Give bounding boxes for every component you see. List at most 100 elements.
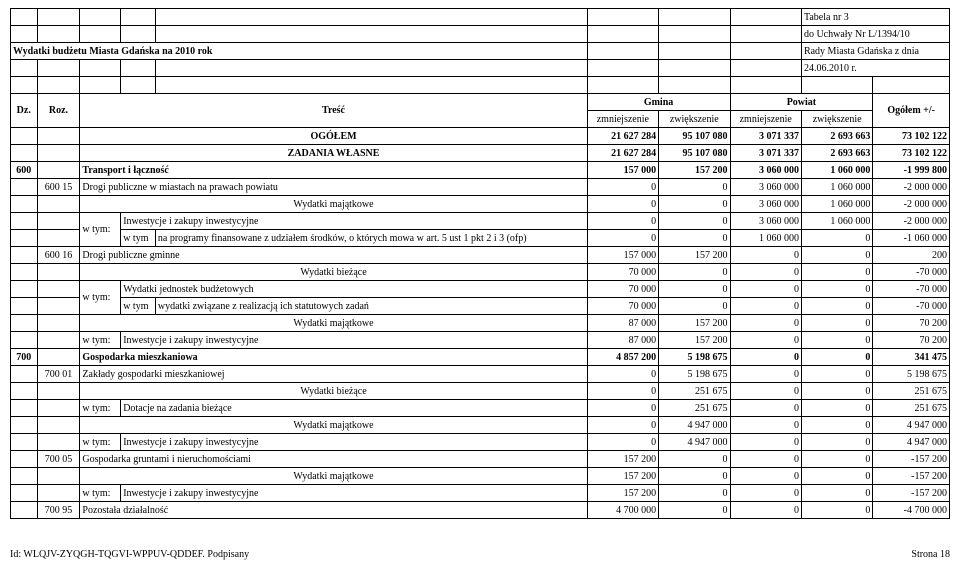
cell: 157 200 (659, 332, 730, 349)
cell: 341 475 (873, 349, 950, 366)
cell: 95 107 080 (659, 128, 730, 145)
cell: 0 (730, 298, 801, 315)
row-name: Transport i łączność (80, 162, 587, 179)
cell: 0 (587, 179, 658, 196)
cell: 3 060 000 (730, 162, 801, 179)
cell: 2 693 663 (801, 128, 872, 145)
cell: 0 (587, 366, 658, 383)
cell: 0 (801, 332, 872, 349)
roz: 700 01 (37, 366, 80, 383)
cell: 0 (659, 196, 730, 213)
col-roz: Roz. (37, 94, 80, 128)
cell: 0 (801, 230, 872, 247)
wtym-pre: w tym: (80, 485, 121, 502)
cell: 0 (730, 281, 801, 298)
dz: 700 (11, 349, 38, 366)
cell: 0 (587, 417, 658, 434)
cell: 0 (801, 383, 872, 400)
cell: 3 060 000 (730, 213, 801, 230)
row-name: Drogi publiczne gminne (80, 247, 587, 264)
cell: 251 675 (873, 383, 950, 400)
cell: 21 627 284 (587, 145, 658, 162)
cell: 0 (801, 264, 872, 281)
cell: 73 102 122 (873, 128, 950, 145)
cell: 0 (730, 485, 801, 502)
row-name: Wydatki majątkowe (80, 468, 587, 485)
cell: 0 (730, 400, 801, 417)
cell: 5 198 675 (659, 366, 730, 383)
wtym-pre: w tym: (80, 434, 121, 451)
cell: -2 000 000 (873, 196, 950, 213)
cell: 0 (659, 179, 730, 196)
roz: 600 15 (37, 179, 80, 196)
cell: -70 000 (873, 281, 950, 298)
cell: 0 (659, 213, 730, 230)
row-name: Gospodarka gruntami i nieruchomościami (80, 451, 587, 468)
row-name: Drogi publiczne w miastach na prawach po… (80, 179, 587, 196)
cell: 157 200 (659, 247, 730, 264)
cell: 2 693 663 (801, 145, 872, 162)
row-name: Inwestycje i zakupy inwestycyjne (121, 485, 587, 502)
cell: 200 (873, 247, 950, 264)
col-dz: Dz. (11, 94, 38, 128)
cell: 0 (659, 468, 730, 485)
col-powiat: Powiat (730, 94, 873, 111)
page-footer: Id: WLQJV-ZYQGH-TQGVI-WPPUV-QDDEF. Podpi… (10, 549, 950, 560)
cell: 0 (730, 383, 801, 400)
cell: 70 000 (587, 264, 658, 281)
cell: 251 675 (873, 400, 950, 417)
row-name: Wydatki majątkowe (80, 315, 587, 332)
cell: 0 (587, 383, 658, 400)
wtym-pre: w tym (121, 298, 156, 315)
row-ogolem-label: OGÓŁEM (80, 128, 587, 145)
row-name: Wydatki majątkowe (80, 417, 587, 434)
cell: 0 (801, 417, 872, 434)
cell: -4 700 000 (873, 502, 950, 519)
date: 24.06.2010 r. (801, 60, 949, 77)
cell: 70 200 (873, 332, 950, 349)
cell: 157 200 (659, 315, 730, 332)
cell: 0 (801, 451, 872, 468)
row-name: Wydatki bieżące (80, 264, 587, 281)
cell: 0 (730, 332, 801, 349)
row-name: Wydatki majątkowe (80, 196, 587, 213)
cell: 0 (730, 468, 801, 485)
cell: -157 200 (873, 451, 950, 468)
cell: 0 (659, 502, 730, 519)
cell: 5 198 675 (659, 349, 730, 366)
col-gmina: Gmina (587, 94, 730, 111)
cell: 3 071 337 (730, 145, 801, 162)
cell: -1 060 000 (873, 230, 950, 247)
cell: 157 200 (587, 468, 658, 485)
cell: 0 (659, 230, 730, 247)
row-name: Zakłady gospodarki mieszkaniowej (80, 366, 587, 383)
cell: 0 (730, 366, 801, 383)
uchwala: do Uchwały Nr L/1394/10 (801, 26, 949, 43)
cell: 4 947 000 (659, 434, 730, 451)
cell: 1 060 000 (730, 230, 801, 247)
budget-table: Tabela nr 3 do Uchwały Nr L/1394/10 Wyda… (10, 8, 950, 519)
cell: 0 (730, 264, 801, 281)
cell: 0 (730, 502, 801, 519)
cell: 0 (801, 349, 872, 366)
wtym-pre: w tym: (80, 332, 121, 349)
cell: 0 (659, 298, 730, 315)
cell: 0 (801, 366, 872, 383)
cell: 1 060 000 (801, 179, 872, 196)
cell: 157 200 (587, 485, 658, 502)
tabela-nr: Tabela nr 3 (801, 9, 949, 26)
cell: 157 000 (587, 162, 658, 179)
col-ogolem: Ogółem +/- (873, 94, 950, 128)
cell: 3 060 000 (730, 179, 801, 196)
row-name: na programy finansowane z udziałem środk… (155, 230, 587, 247)
cell: 3 071 337 (730, 128, 801, 145)
cell: 0 (801, 434, 872, 451)
cell: 0 (801, 298, 872, 315)
cell: 251 675 (659, 383, 730, 400)
wtym-label: w tym: (80, 281, 121, 315)
wtym-pre: w tym (121, 230, 156, 247)
cell: 87 000 (587, 332, 658, 349)
cell: -70 000 (873, 264, 950, 281)
cell: 0 (587, 196, 658, 213)
cell: 0 (801, 502, 872, 519)
